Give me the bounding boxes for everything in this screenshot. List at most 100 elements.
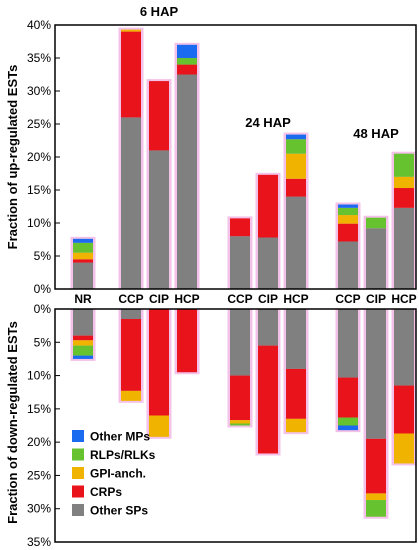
bar-up-gpi-anch- — [73, 252, 93, 260]
bar-up-gpi-anch- — [394, 176, 414, 189]
bar-up-rlps-rlks — [366, 217, 386, 229]
bar-up-rlps-rlks — [338, 207, 358, 216]
category-label: HCP — [391, 292, 416, 306]
legend-swatch — [72, 448, 84, 461]
bar-down-rlps-rlks — [73, 345, 93, 356]
category-label: CIP — [366, 292, 386, 306]
legend-label: Other MPs — [90, 430, 150, 444]
up-tick-label: 0% — [34, 282, 52, 296]
bar-up-gpi-anch- — [286, 153, 306, 179]
down-tick-label: 35% — [27, 535, 51, 549]
legend-swatch — [72, 467, 84, 479]
down-y-axis-title: Fraction of down-regulated ESTs — [5, 321, 20, 524]
up-y-axis-title: Fraction of up-regulated ESTs — [5, 65, 20, 250]
down-tick-label: 10% — [27, 369, 51, 383]
bar-up-crps — [73, 259, 93, 263]
bar-up-crps — [177, 64, 197, 75]
bar-down-other-mps — [338, 425, 358, 431]
bar-down-gpi-anch- — [73, 340, 93, 346]
bar-up-other-sps — [394, 207, 414, 289]
bar-up-rlps-rlks — [286, 139, 306, 154]
bar-up-other-sps — [258, 237, 278, 289]
category-label: CCP — [227, 292, 252, 306]
bar-down-other-sps — [73, 309, 93, 336]
bar-up-other-sps — [366, 228, 386, 289]
up-tick-label: 25% — [27, 117, 51, 131]
down-tick-label: 5% — [34, 335, 52, 349]
up-tick-label: 20% — [27, 150, 51, 164]
bar-up-gpi-anch- — [121, 29, 141, 32]
up-tick-label: 5% — [34, 249, 52, 263]
bar-down-rlps-rlks — [338, 417, 358, 426]
bar-up-rlps-rlks — [73, 242, 93, 253]
bar-up-other-mps — [73, 238, 93, 243]
bar-up-other-mps — [338, 204, 358, 208]
bar-down-other-sps — [230, 309, 250, 376]
bar-down-crps — [338, 377, 358, 418]
bar-down-crps — [177, 309, 197, 373]
legend-label: Other SPs — [90, 504, 148, 518]
category-label: HCP — [283, 292, 308, 306]
bar-down-crps — [230, 375, 250, 421]
category-label: HCP — [174, 292, 199, 306]
bar-up-crps — [286, 178, 306, 197]
group-label: 48 HAP — [353, 126, 399, 141]
category-label: CIP — [149, 292, 169, 306]
bar-up-other-sps — [177, 74, 197, 289]
bar-up-other-sps — [121, 117, 141, 290]
bar-down-rlps-rlks — [230, 423, 250, 426]
legend-swatch — [72, 485, 84, 498]
bar-down-crps — [73, 335, 93, 341]
legend-label: GPI-anch. — [90, 467, 146, 481]
up-tick-label: 40% — [27, 18, 51, 32]
legend-swatch — [72, 430, 84, 442]
bar-up-other-sps — [230, 236, 250, 289]
bar-up-other-sps — [73, 262, 93, 289]
bar-down-other-sps — [338, 309, 358, 378]
bar-down-crps — [286, 368, 306, 419]
category-label: NR — [74, 292, 92, 306]
legend: Other MPs RLPs/RLKs GPI-anch. CRPs Other SPs — [72, 430, 156, 518]
bar-down-crps — [394, 385, 414, 434]
axes-layer — [54, 24, 417, 543]
bar-up-gpi-anch- — [338, 215, 358, 224]
down-tick-label: 30% — [27, 502, 51, 516]
bar-down-gpi-anch- — [366, 493, 386, 501]
bar-down-other-sps — [394, 309, 414, 386]
up-tick-label: 30% — [27, 84, 51, 98]
bar-up-rlps-rlks — [177, 58, 197, 65]
bar-down-crps — [121, 318, 141, 391]
category-label: CCP — [335, 292, 360, 306]
bar-down-rlps-rlks — [366, 500, 386, 517]
legend-label: CRPs — [90, 485, 122, 499]
bar-up-rlps-rlks — [394, 153, 414, 177]
bar-down-other-sps — [366, 309, 386, 439]
bar-up-crps — [338, 223, 358, 242]
bar-down-gpi-anch- — [149, 415, 169, 437]
bars-layer — [73, 29, 414, 517]
bar-down-crps — [149, 309, 169, 416]
bar-up-other-sps — [338, 241, 358, 289]
group-label: 24 HAP — [245, 115, 291, 130]
bar-up-crps — [394, 188, 414, 208]
legend-swatch — [72, 504, 84, 516]
bar-down-gpi-anch- — [121, 390, 141, 401]
down-panel-frame — [54, 308, 417, 543]
down-tick-label: 20% — [27, 435, 51, 449]
up-tick-label: 35% — [27, 51, 51, 65]
category-label: CCP — [118, 292, 143, 306]
down-tick-label: 0% — [34, 302, 52, 316]
bar-down-crps — [366, 438, 386, 494]
bar-up-other-sps — [149, 150, 169, 289]
bar-down-gpi-anch- — [394, 433, 414, 464]
bar-down-other-sps — [258, 309, 278, 346]
up-tick-label: 10% — [27, 216, 51, 230]
legend-label: RLPs/RLKs — [90, 448, 156, 462]
bar-down-gpi-anch- — [230, 420, 250, 424]
bar-up-crps — [149, 81, 169, 151]
down-tick-label: 15% — [27, 402, 51, 416]
bar-up-other-sps — [286, 196, 306, 289]
bar-down-crps — [258, 345, 278, 454]
bar-up-crps — [258, 174, 278, 238]
